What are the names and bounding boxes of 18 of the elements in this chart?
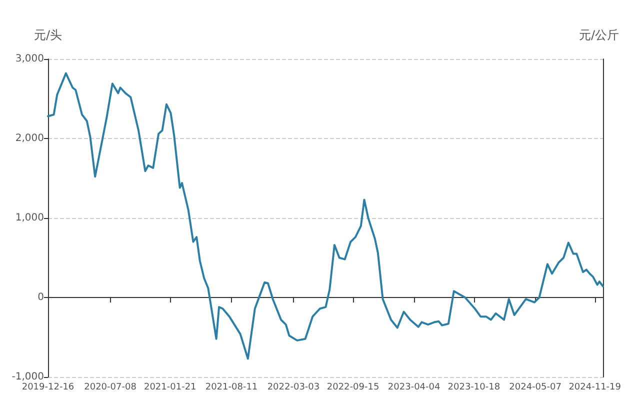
x-tick-label: 2021-08-11 — [205, 382, 258, 392]
x-tick-label: 2022-09-15 — [326, 382, 380, 392]
line-series — [47, 72, 604, 360]
x-tick-label: 2023-04-04 — [388, 382, 441, 392]
y-tick-label: 2,000 — [15, 133, 44, 144]
y-tick-label: 3,000 — [15, 54, 44, 64]
y-axis-title: 元/头 — [34, 28, 62, 42]
x-tick-label: 2024-05-07 — [509, 382, 562, 392]
y-tick-label: 1,000 — [15, 212, 44, 224]
y2-axis-title: 元/公斤 — [579, 28, 620, 42]
y-tick-label: -1,000 — [12, 372, 44, 382]
x-tick-label: 2019-12-16 — [22, 382, 74, 392]
x-tick-label: 2021-01-21 — [144, 382, 196, 392]
x-tick-label: 2023-10-18 — [448, 382, 500, 392]
x-tick-label: 2024-11-19 — [568, 382, 622, 392]
y-tick-label: 0 — [38, 292, 44, 303]
x-tick-label: 2022-03-03 — [267, 382, 320, 392]
x-tick-label: 2020-07-08 — [84, 382, 137, 392]
